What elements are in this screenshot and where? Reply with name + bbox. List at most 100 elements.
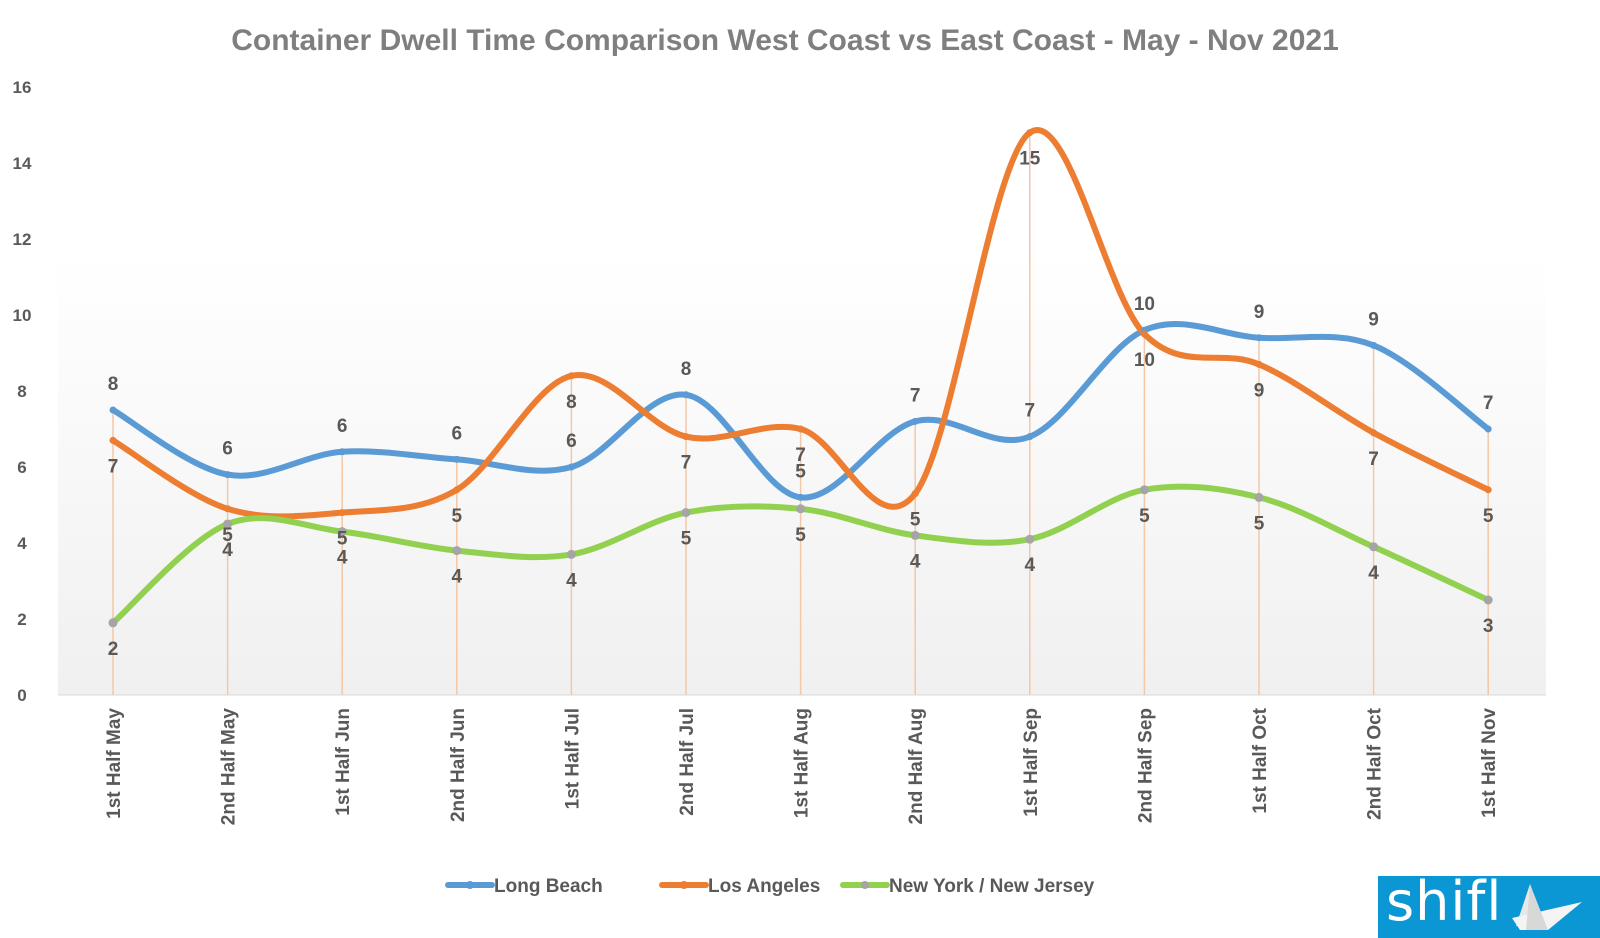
data-label: 10	[1134, 350, 1155, 371]
y-tick-label: 4	[17, 534, 27, 553]
data-point	[1484, 425, 1492, 433]
data-point	[338, 448, 346, 456]
data-label: 10	[1134, 294, 1155, 315]
data-label: 6	[566, 431, 577, 452]
data-label: 5	[1139, 506, 1150, 527]
data-point	[682, 391, 690, 399]
data-label: 5	[1254, 513, 1265, 534]
x-tick-label: 1st Half Oct	[1250, 707, 1271, 813]
data-point	[452, 546, 462, 556]
data-point	[797, 425, 805, 433]
data-label: 9	[1254, 380, 1265, 401]
x-tick-label: 1st Half May	[104, 708, 125, 819]
data-label: 7	[1025, 401, 1036, 422]
data-point	[1370, 341, 1378, 349]
data-point	[337, 527, 347, 537]
y-tick-label: 2	[17, 610, 26, 629]
data-point	[108, 618, 118, 628]
x-tick-label: 2nd Half Sep	[1135, 708, 1156, 823]
y-tick-label: 8	[17, 382, 26, 401]
data-point	[1026, 129, 1034, 137]
data-label: 5	[681, 529, 692, 550]
y-tick-label: 10	[13, 306, 32, 325]
data-label: 4	[452, 567, 463, 588]
y-tick-label: 0	[17, 686, 26, 705]
x-tick-label: 1st Half Jul	[562, 708, 583, 809]
data-label: 5	[222, 525, 233, 546]
x-tick-label: 2nd Half Aug	[906, 708, 927, 824]
data-point	[796, 504, 806, 514]
data-point	[224, 471, 232, 479]
data-point	[911, 417, 919, 425]
data-point	[224, 505, 232, 513]
data-point	[1140, 330, 1148, 338]
data-point	[109, 436, 117, 444]
data-label: 5	[337, 529, 348, 550]
data-point	[1026, 433, 1034, 441]
data-point	[567, 463, 575, 471]
data-label: 15	[1019, 149, 1041, 170]
x-tick-label: 1st Half Jun	[333, 708, 354, 816]
data-label: 4	[1025, 555, 1036, 576]
legend-label: Long Beach	[494, 876, 603, 897]
data-point	[1139, 485, 1149, 495]
data-point	[1254, 492, 1264, 502]
x-tick-label: 2nd Half May	[219, 708, 240, 826]
data-label: 8	[566, 392, 577, 413]
data-label: 7	[910, 385, 921, 406]
x-tick-label: 2nd Half Jul	[677, 708, 698, 816]
legend-label: Los Angeles	[708, 876, 820, 897]
data-point	[1484, 486, 1492, 494]
legend-marker	[466, 881, 474, 889]
y-tick-label: 14	[13, 154, 32, 173]
data-label: 8	[681, 359, 692, 380]
y-tick-label: 16	[13, 78, 32, 97]
data-label: 5	[452, 506, 463, 527]
logo-text: shifl	[1386, 870, 1503, 933]
data-label: 6	[222, 439, 233, 460]
data-label: 4	[222, 540, 233, 561]
x-tick-label: 2nd Half Jun	[448, 708, 469, 822]
shifl-logo: shifl	[1378, 870, 1600, 938]
data-label: 5	[910, 510, 921, 531]
data-label: 4	[910, 551, 921, 572]
data-label: 5	[795, 525, 806, 546]
x-tick-label: 1st Half Nov	[1479, 708, 1500, 818]
data-label: 9	[1368, 309, 1379, 330]
data-point	[566, 549, 576, 559]
paper-boat-icon	[1512, 884, 1582, 930]
data-point	[1483, 595, 1493, 605]
data-point	[1255, 360, 1263, 368]
data-label: 7	[108, 456, 119, 477]
data-label: 9	[1254, 302, 1265, 323]
series-line-los-angeles	[110, 127, 1492, 520]
x-tick-label: 1st Half Aug	[792, 708, 813, 818]
data-label: 7	[795, 445, 806, 466]
data-point	[109, 406, 117, 414]
y-tick-label: 6	[17, 458, 26, 477]
data-label: 2	[108, 639, 119, 660]
data-point	[681, 508, 691, 518]
data-point	[1025, 534, 1035, 544]
legend-marker	[680, 881, 688, 889]
data-point	[911, 490, 919, 498]
data-point	[453, 486, 461, 494]
data-point	[567, 372, 575, 380]
x-tick-label: 1st Half Sep	[1021, 708, 1042, 817]
chart-title: Container Dwell Time Comparison West Coa…	[231, 24, 1339, 57]
data-label: 7	[1368, 449, 1379, 470]
data-point	[910, 530, 920, 540]
data-label: 4	[1368, 563, 1379, 584]
y-tick-label: 12	[13, 230, 32, 249]
data-label: 5	[1483, 506, 1494, 527]
data-point	[1255, 334, 1263, 342]
data-point	[1370, 429, 1378, 437]
data-label: 6	[452, 423, 463, 444]
data-label: 4	[566, 570, 577, 591]
data-label: 7	[1483, 393, 1494, 414]
x-tick-label: 2nd Half Oct	[1365, 707, 1386, 820]
data-label: 8	[108, 374, 119, 395]
data-point	[453, 455, 461, 463]
plot-area	[58, 250, 1546, 695]
